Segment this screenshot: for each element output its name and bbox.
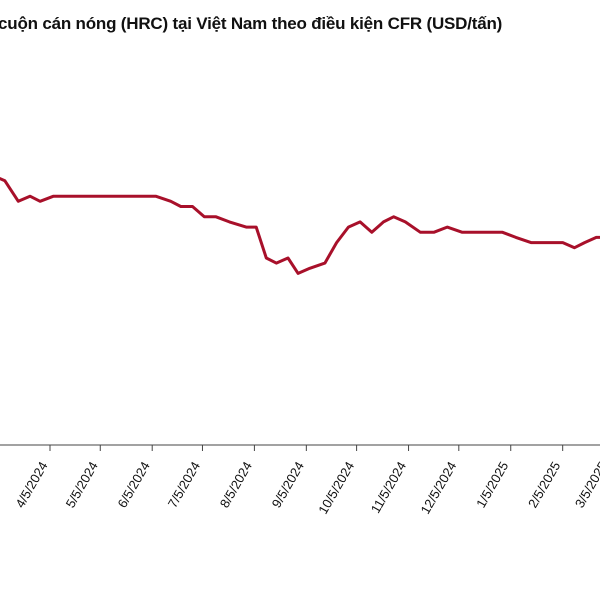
x-tick-label: 4/5/2024 — [12, 459, 50, 510]
x-tick-label: 2/5/2025 — [525, 459, 563, 510]
x-axis-tick-labels: 4/5/2024 5/5/2024 6/5/2024 7/5/2024 8/5/2024… — [12, 459, 600, 517]
x-tick-label: 12/5/2024 — [417, 459, 459, 517]
x-tick-label: 3/5/2025 — [572, 459, 600, 510]
x-tick-label: 11/5/2024 — [368, 459, 409, 516]
x-tick-label: 6/5/2024 — [115, 459, 153, 510]
series-group — [0, 176, 600, 275]
x-tick-label: 8/5/2024 — [217, 459, 255, 510]
x-tick-label: 1/5/2025 — [473, 459, 511, 510]
x-tick-label: 9/5/2024 — [269, 459, 307, 510]
series-line — [0, 176, 600, 275]
x-tick-label: 10/5/2024 — [315, 459, 357, 517]
x-axis-ticks — [49, 445, 564, 451]
x-tick-label: 5/5/2024 — [63, 459, 101, 510]
x-tick-label: 7/5/2024 — [165, 459, 203, 510]
chart-title: cuộn cán nóng (HRC) tại Việt Nam theo đi… — [0, 14, 503, 33]
